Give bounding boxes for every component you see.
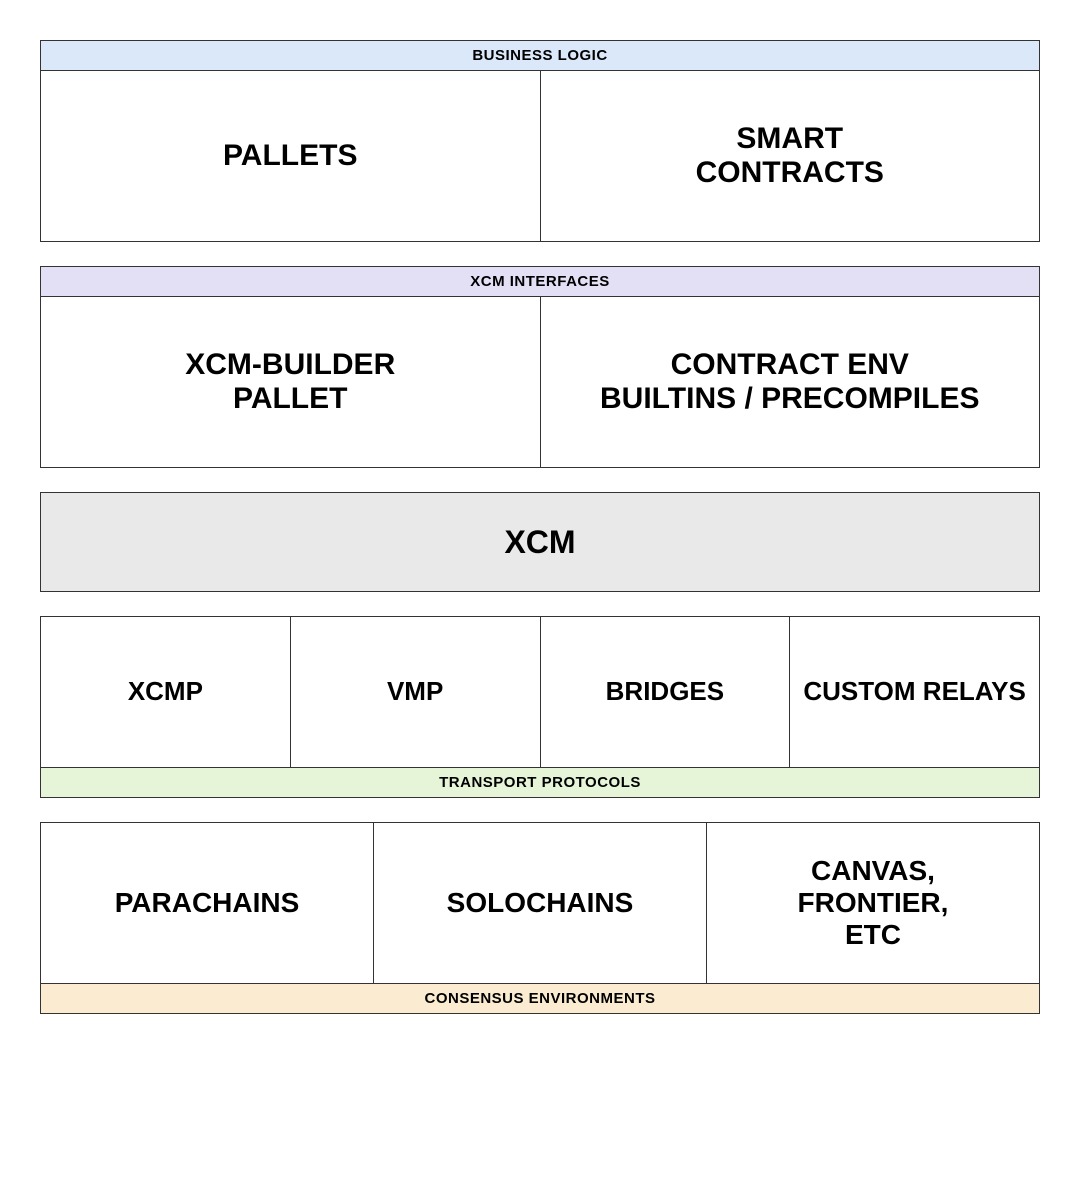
architecture-diagram: BUSINESS LOGIC PALLETS SMART CONTRACTS X… [40, 40, 1040, 1014]
layer-header: XCM INTERFACES [41, 267, 1039, 297]
layer-transport-protocols: XCMP VMP BRIDGES CUSTOM RELAYS TRANSPORT… [40, 616, 1040, 798]
cell-xcmp: XCMP [41, 617, 290, 767]
cell-canvas-frontier-etc: CANVAS, FRONTIER, ETC [706, 823, 1039, 983]
cell-contract-env-builtins: CONTRACT ENV BUILTINS / PRECOMPILES [540, 297, 1040, 467]
cell-smart-contracts: SMART CONTRACTS [540, 71, 1040, 241]
layer-xcm-core: XCM [40, 492, 1040, 592]
layer-xcm-interfaces: XCM INTERFACES XCM-BUILDER PALLET CONTRA… [40, 266, 1040, 468]
cell-bridges: BRIDGES [540, 617, 790, 767]
cell-custom-relays: CUSTOM RELAYS [789, 617, 1039, 767]
layer-cells: PALLETS SMART CONTRACTS [41, 71, 1039, 241]
cell-xcm-builder-pallet: XCM-BUILDER PALLET [41, 297, 540, 467]
layer-consensus-environments: PARACHAINS SOLOCHAINS CANVAS, FRONTIER, … [40, 822, 1040, 1014]
layer-cells: XCMP VMP BRIDGES CUSTOM RELAYS [41, 617, 1039, 767]
layer-cells: XCM-BUILDER PALLET CONTRACT ENV BUILTINS… [41, 297, 1039, 467]
layer-footer: TRANSPORT PROTOCOLS [41, 767, 1039, 797]
cell-pallets: PALLETS [41, 71, 540, 241]
layer-business-logic: BUSINESS LOGIC PALLETS SMART CONTRACTS [40, 40, 1040, 242]
layer-header: BUSINESS LOGIC [41, 41, 1039, 71]
cell-parachains: PARACHAINS [41, 823, 373, 983]
layer-cells: PARACHAINS SOLOCHAINS CANVAS, FRONTIER, … [41, 823, 1039, 983]
cell-vmp: VMP [290, 617, 540, 767]
cell-solochains: SOLOCHAINS [373, 823, 706, 983]
layer-footer: CONSENSUS ENVIRONMENTS [41, 983, 1039, 1013]
